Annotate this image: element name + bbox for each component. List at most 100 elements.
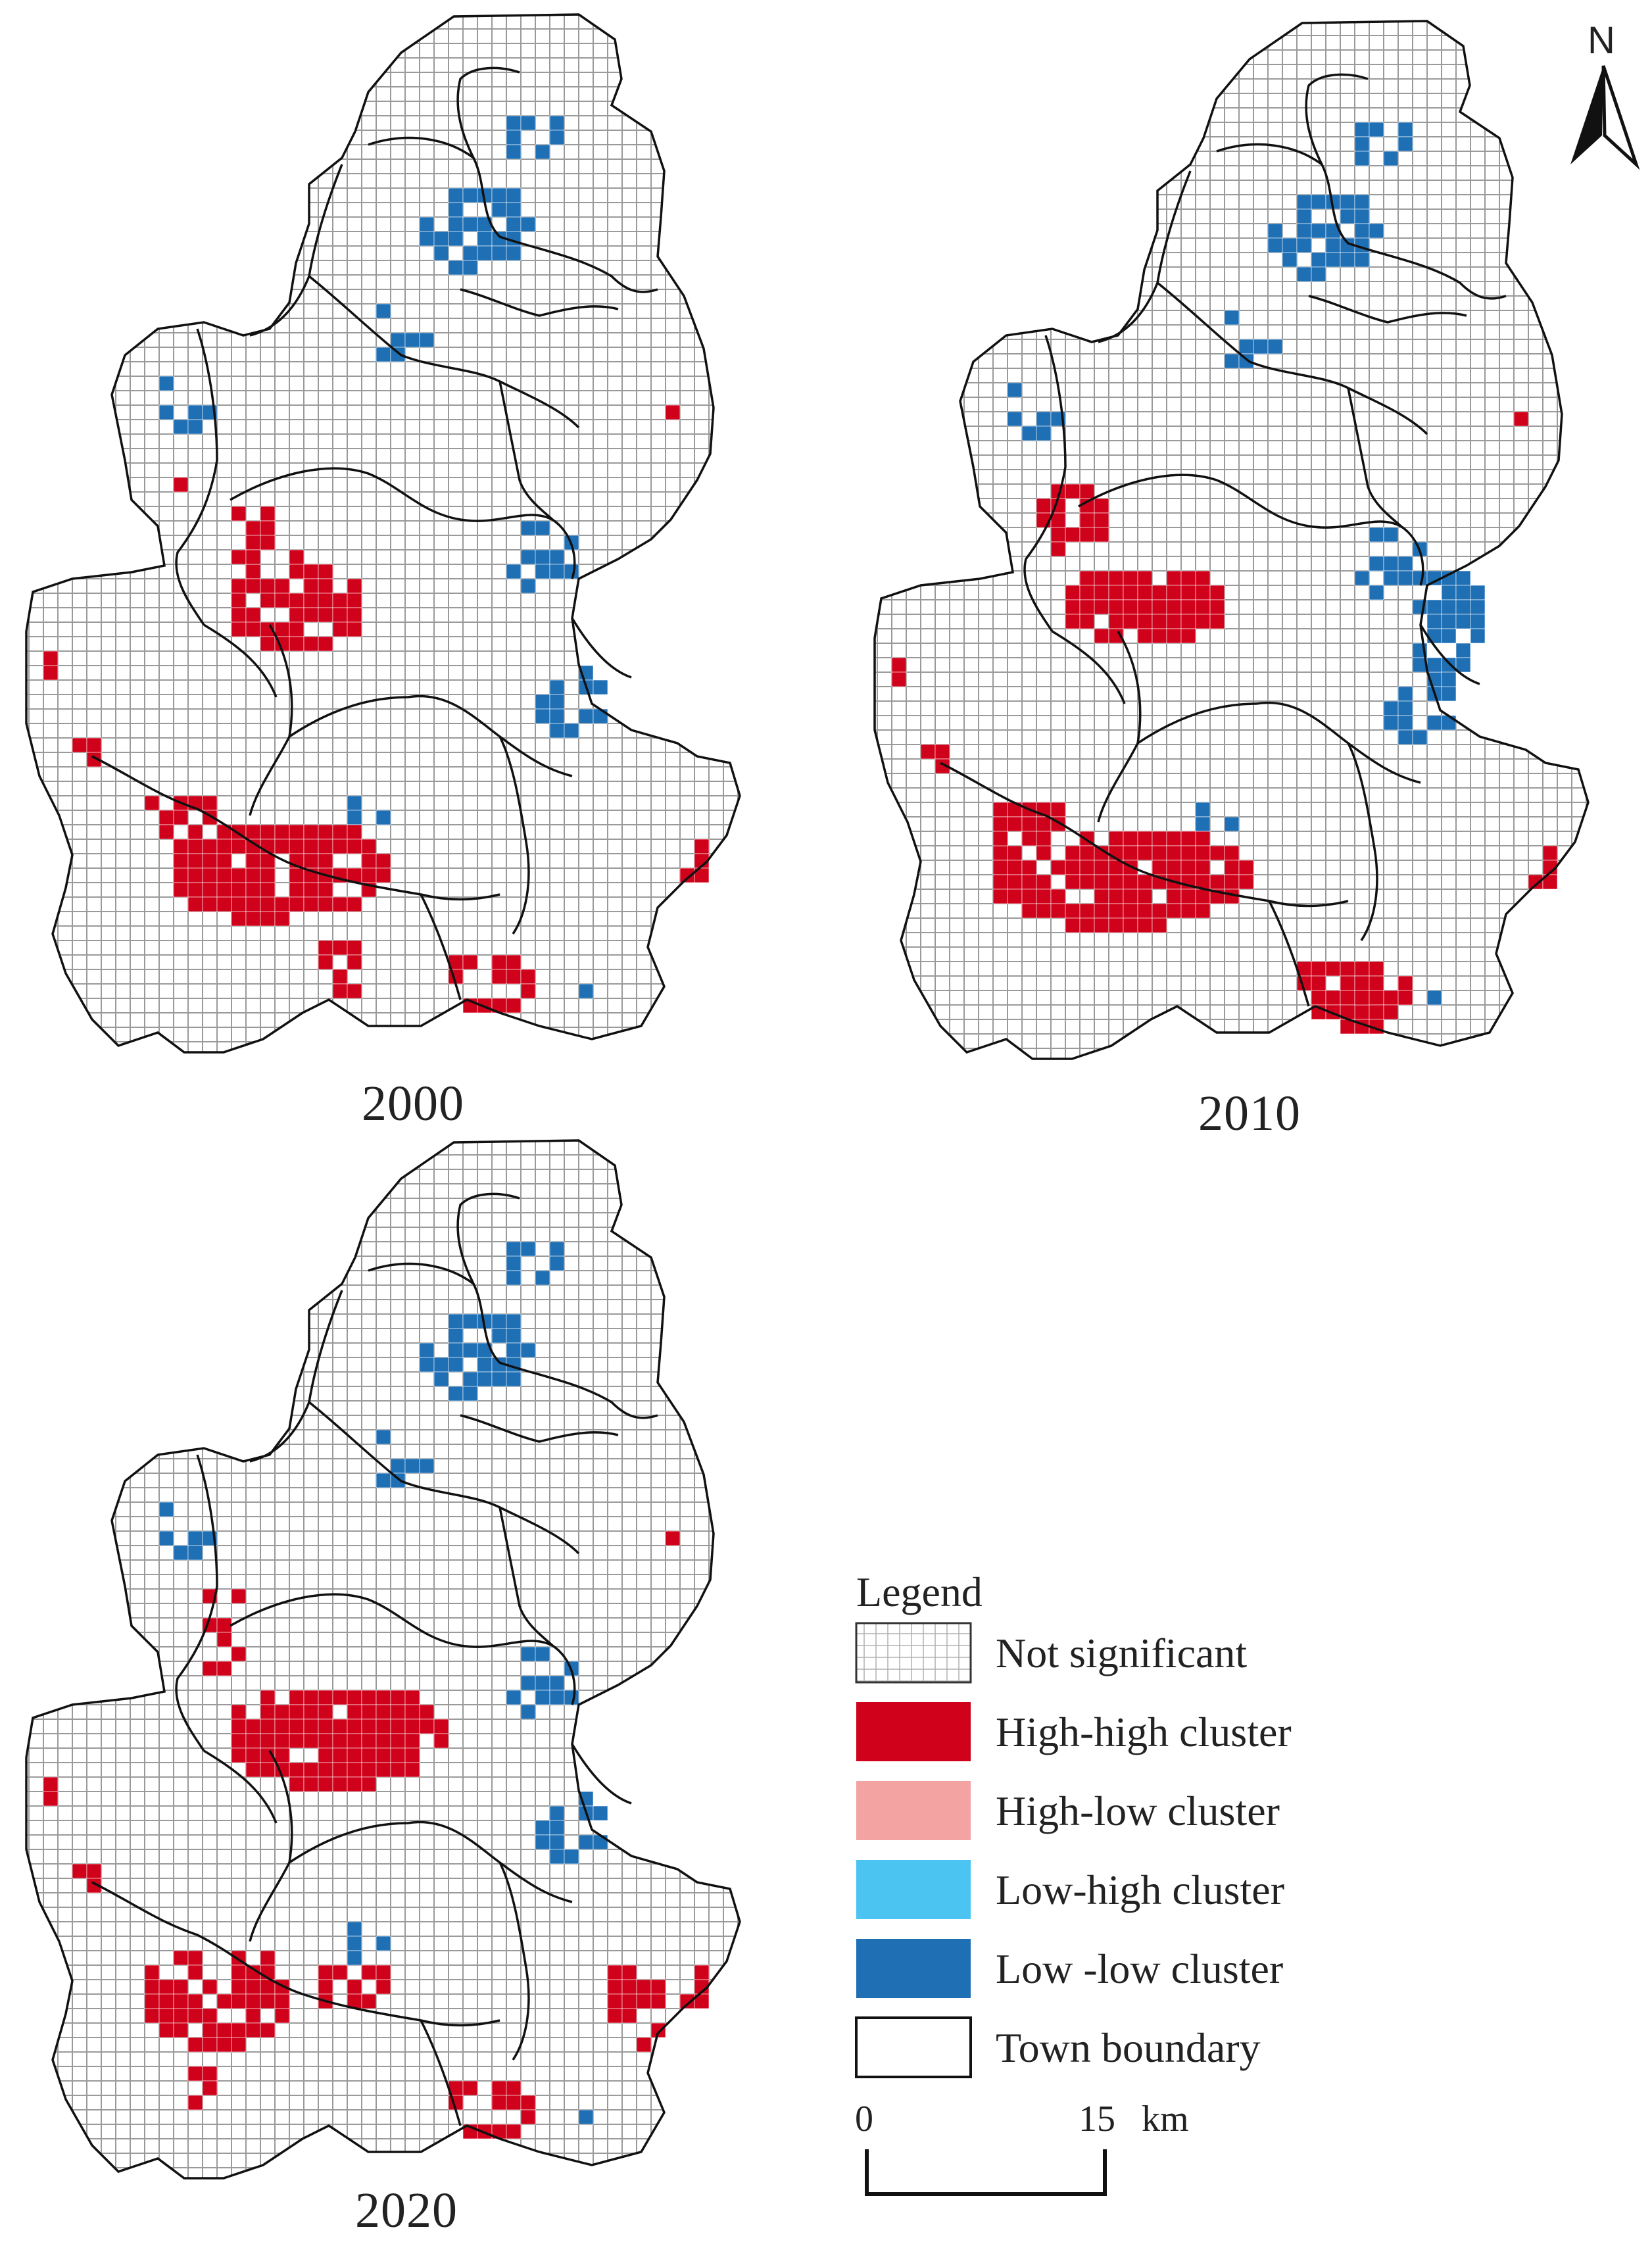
high-high-cell: [1195, 570, 1211, 586]
low-low-cell: [506, 1313, 522, 1329]
high-high-cell: [891, 671, 907, 687]
high-high-cell: [1007, 845, 1023, 861]
high-high-cell: [650, 1979, 666, 1995]
scale-bar: [865, 2149, 1107, 2196]
high-high-cell: [158, 824, 174, 840]
high-high-cell: [1079, 599, 1095, 615]
high-high-cell: [173, 867, 189, 883]
low-low-cell: [1383, 527, 1399, 543]
low-low-cell: [1397, 556, 1413, 572]
high-high-cell: [636, 2037, 652, 2053]
high-high-cell: [1542, 874, 1558, 890]
low-low-cell: [535, 1675, 550, 1691]
low-low-cell: [506, 1241, 522, 1257]
low-low-cell: [593, 708, 608, 724]
low-low-cell: [462, 260, 478, 276]
high-high-cell: [1094, 512, 1109, 528]
low-low-cell: [448, 1357, 464, 1373]
high-high-cell: [1354, 990, 1370, 1006]
high-high-cell: [216, 2022, 232, 2038]
high-high-cell: [1152, 903, 1167, 919]
high-high-cell: [607, 1993, 623, 2009]
high-high-cell: [318, 1733, 333, 1749]
high-high-cell: [303, 1776, 319, 1792]
low-low-cell: [390, 1458, 406, 1474]
low-low-cell: [1282, 252, 1298, 268]
high-high-cell: [1152, 845, 1167, 861]
high-high-cell: [231, 506, 247, 522]
low-low-cell: [1397, 570, 1413, 586]
high-high-cell: [187, 853, 203, 869]
high-high-cell: [289, 1733, 304, 1749]
high-high-cell: [1224, 845, 1240, 861]
high-high-cell: [318, 940, 333, 956]
low-low-cell: [1369, 527, 1384, 543]
high-high-cell: [1137, 570, 1153, 586]
high-high-cell: [1180, 614, 1196, 629]
high-high-cell: [332, 896, 348, 912]
high-high-cell: [231, 911, 247, 927]
high-high-cell: [245, 549, 261, 565]
north-arrow-icon: [1570, 65, 1640, 170]
low-low-cell: [419, 1458, 435, 1474]
high-high-cell: [231, 1964, 247, 1980]
low-low-cell: [520, 1646, 536, 1662]
high-high-cell: [144, 795, 160, 811]
high-high-cell: [202, 2022, 218, 2038]
low-low-cell: [1383, 570, 1399, 586]
high-high-cell: [1123, 599, 1138, 615]
high-high-cell: [992, 831, 1008, 846]
high-high-cell: [245, 824, 261, 840]
high-high-cell: [202, 795, 218, 811]
high-high-cell: [1079, 874, 1095, 890]
low-low-cell: [1397, 686, 1413, 702]
high-high-cell: [1137, 903, 1153, 919]
high-high-cell: [347, 1747, 362, 1763]
high-high-cell: [289, 593, 304, 608]
high-high-cell: [361, 1747, 377, 1763]
high-high-cell: [260, 1690, 276, 1705]
high-high-cell: [187, 2037, 203, 2053]
low-low-cell: [1311, 223, 1326, 239]
low-low-cell: [506, 245, 522, 261]
low-low-cell: [1325, 237, 1341, 253]
low-low-cell: [1470, 614, 1486, 629]
high-high-cell: [303, 1704, 319, 1720]
high-high-cell: [260, 506, 276, 522]
legend-label-high-high: High-high cluster: [996, 1709, 1292, 1755]
low-low-cell: [535, 1820, 550, 1836]
high-high-cell: [318, 839, 333, 854]
low-low-cell: [1036, 411, 1052, 427]
low-low-cell: [506, 144, 522, 160]
low-low-cell: [520, 549, 536, 565]
high-high-cell: [274, 2008, 290, 2024]
high-high-cell: [231, 578, 247, 594]
low-low-cell: [1224, 310, 1240, 326]
high-high-cell: [992, 845, 1008, 861]
high-high-cell: [1094, 498, 1109, 514]
high-high-cell: [404, 1719, 420, 1734]
high-high-cell: [1094, 889, 1109, 904]
low-low-cell: [462, 1313, 478, 1329]
low-low-cell: [1282, 237, 1298, 253]
map-panel-2010: [873, 20, 1590, 1060]
high-high-cell: [1094, 917, 1109, 933]
low-low-cell: [448, 260, 464, 276]
high-high-cell: [43, 1791, 59, 1807]
high-high-cell: [260, 1733, 276, 1749]
high-high-cell: [1007, 816, 1023, 832]
low-low-cell: [187, 1545, 203, 1561]
high-high-cell: [1369, 975, 1384, 991]
high-high-cell: [1195, 860, 1211, 875]
low-low-cell: [1253, 339, 1269, 354]
high-high-cell: [187, 2008, 203, 2024]
high-high-cell: [1123, 831, 1138, 846]
high-high-cell: [1108, 585, 1124, 600]
high-high-cell: [361, 1993, 377, 2009]
high-high-cell: [318, 1776, 333, 1792]
high-high-cell: [332, 1776, 348, 1792]
low-low-cell: [1296, 237, 1312, 253]
high-high-cell: [390, 1747, 406, 1763]
legend-swatch-low-low: [856, 1939, 971, 1998]
low-low-cell: [520, 1342, 536, 1358]
